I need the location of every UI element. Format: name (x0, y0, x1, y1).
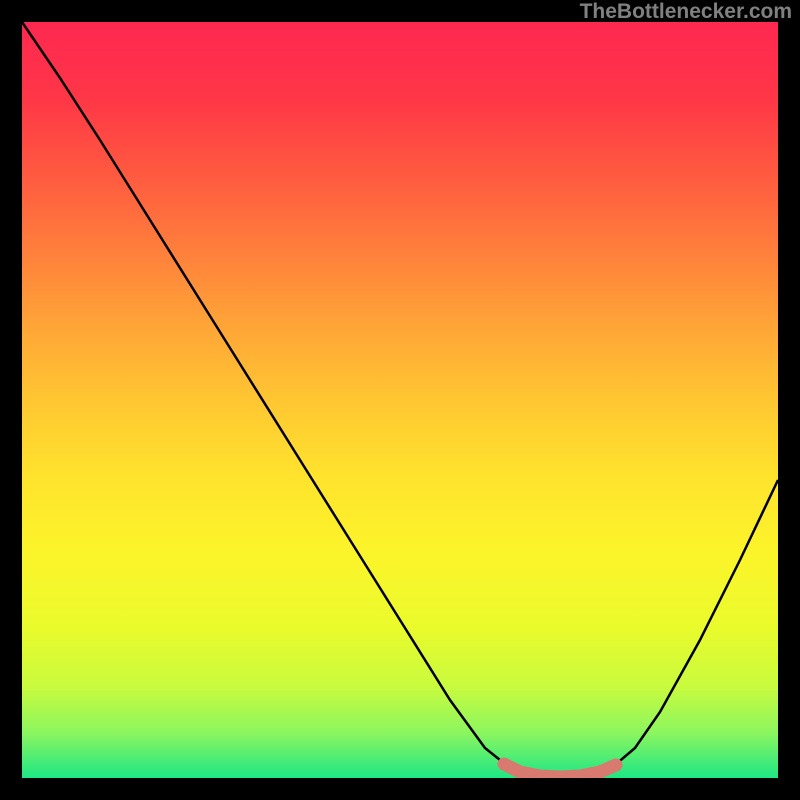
chart-container: TheBottlenecker.com (0, 0, 800, 800)
gradient-background (22, 22, 778, 778)
bottleneck-curve-chart (0, 0, 800, 800)
